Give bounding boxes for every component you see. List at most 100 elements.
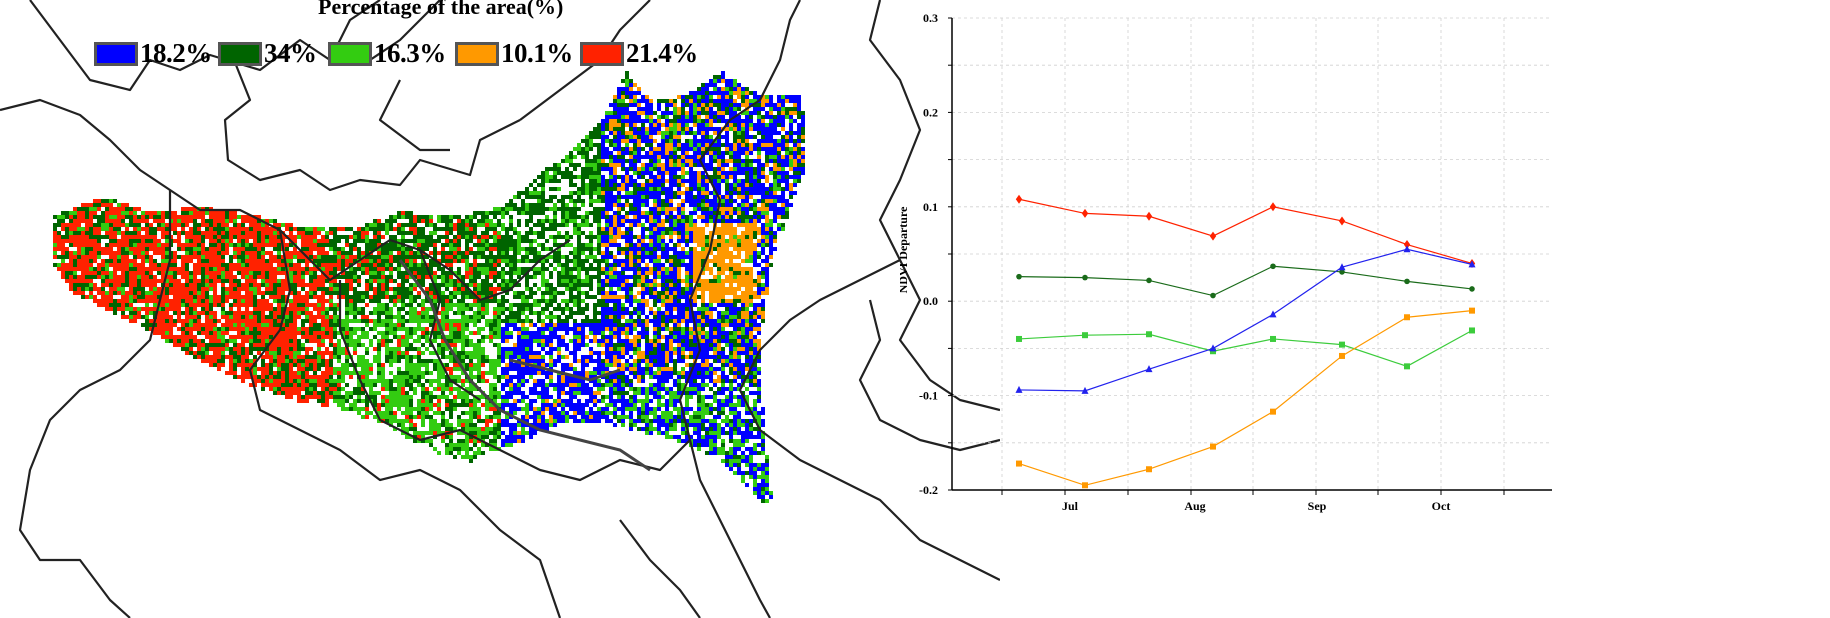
map-pixel (237, 267, 241, 271)
map-pixel (793, 147, 797, 151)
map-pixel (505, 203, 509, 207)
map-pixel (733, 227, 737, 231)
map-pixel (721, 247, 725, 251)
map-pixel (609, 115, 613, 119)
map-pixel (385, 243, 389, 247)
map-pixel (113, 275, 117, 279)
map-pixel (625, 195, 629, 199)
map-pixel (765, 287, 769, 291)
map-pixel (245, 259, 249, 263)
map-pixel (125, 251, 129, 255)
map-pixel (245, 227, 249, 231)
map-pixel (465, 283, 469, 287)
map-pixel (741, 259, 745, 263)
map-pixel (697, 255, 701, 259)
map-pixel (665, 135, 669, 139)
map-pixel (277, 259, 281, 263)
map-pixel (141, 219, 145, 223)
map-pixel (769, 99, 773, 103)
map-pixel (709, 103, 713, 107)
map-pixel (757, 239, 761, 243)
map-pixel (301, 303, 305, 307)
map-pixel (613, 259, 617, 263)
map-pixel (645, 127, 649, 131)
map-pixel (317, 259, 321, 263)
map-pixel (341, 227, 345, 231)
map-pixel (765, 127, 769, 131)
map-pixel (561, 175, 565, 179)
map-pixel (573, 295, 577, 299)
map-pixel (637, 263, 641, 267)
map-pixel (649, 207, 653, 211)
map-pixel (433, 295, 437, 299)
map-pixel (321, 259, 325, 263)
map-pixel (165, 259, 169, 263)
map-pixel (213, 279, 217, 283)
map-pixel (709, 107, 713, 111)
map-pixel (181, 283, 185, 287)
map-pixel (649, 187, 653, 191)
map-pixel (137, 299, 141, 303)
map-pixel (641, 147, 645, 151)
map-pixel (745, 179, 749, 183)
map-pixel (645, 275, 649, 279)
map-pixel (289, 255, 293, 259)
map-pixel (245, 263, 249, 267)
map-pixel (577, 195, 581, 199)
map-pixel (289, 299, 293, 303)
map-pixel (317, 279, 321, 283)
map-pixel (785, 183, 789, 187)
map-pixel (133, 247, 137, 251)
map-pixel (205, 247, 209, 251)
map-pixel (249, 251, 253, 255)
map-pixel (185, 211, 189, 215)
map-pixel (109, 203, 113, 207)
map-pixel (581, 179, 585, 183)
map-pixel (725, 87, 729, 91)
map-pixel (733, 291, 737, 295)
map-pixel (321, 283, 325, 287)
map-pixel (641, 267, 645, 271)
map-pixel (589, 147, 593, 151)
map-pixel (357, 279, 361, 283)
map-pixel (265, 239, 269, 243)
map-pixel (245, 271, 249, 275)
map-pixel (193, 271, 197, 275)
map-pixel (677, 191, 681, 195)
map-pixel (601, 123, 605, 127)
map-pixel (525, 223, 529, 227)
map-pixel (165, 215, 169, 219)
map-pixel (737, 195, 741, 199)
map-pixel (729, 207, 733, 211)
map-pixel (233, 303, 237, 307)
map-pixel (465, 251, 469, 255)
map-pixel (397, 295, 401, 299)
map-pixel (61, 227, 65, 231)
map-pixel (733, 103, 737, 107)
map-pixel (377, 263, 381, 267)
map-pixel (733, 83, 737, 87)
map-pixel (145, 299, 149, 303)
map-pixel (237, 303, 241, 307)
map-pixel (705, 183, 709, 187)
map-pixel (269, 251, 273, 255)
map-pixel (757, 295, 761, 299)
map-pixel (693, 263, 697, 267)
map-pixel (453, 223, 457, 227)
map-pixel (517, 195, 521, 199)
map-pixel (689, 143, 693, 147)
map-pixel (693, 183, 697, 187)
map-pixel (633, 203, 637, 207)
map-pixel (781, 163, 785, 167)
map-pixel (501, 295, 505, 299)
map-pixel (133, 255, 137, 259)
map-pixel (229, 291, 233, 295)
map-pixel (777, 215, 781, 219)
map-pixel (685, 227, 689, 231)
map-pixel (641, 223, 645, 227)
map-pixel (317, 255, 321, 259)
map-pixel (625, 227, 629, 231)
map-pixel (321, 267, 325, 271)
map-pixel (493, 287, 497, 291)
map-pixel (89, 207, 93, 211)
